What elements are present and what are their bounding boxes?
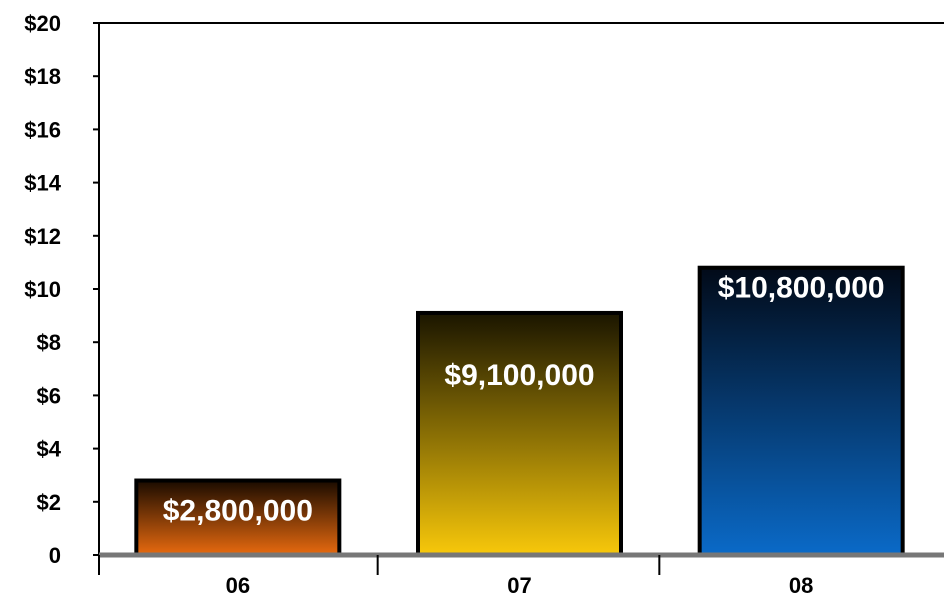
y-tick-label: $4 xyxy=(37,437,62,462)
y-tick-label: 0 xyxy=(49,543,61,568)
bar-07 xyxy=(416,310,623,557)
x-axis: 06 07 08 xyxy=(98,552,944,597)
y-tick-label: $2 xyxy=(37,490,61,515)
y-tick-label: $10 xyxy=(24,277,61,302)
y-tick-label: $6 xyxy=(37,383,61,408)
y-tick-label: $8 xyxy=(37,330,61,355)
bar-data-label: $2,800,000 xyxy=(163,495,313,528)
bars: $2,800,000 $9,100,000 $10,800,000 xyxy=(134,265,905,557)
x-tick-label: 08 xyxy=(789,573,813,597)
y-tick-label: $14 xyxy=(24,171,61,196)
y-tick-label: $20 xyxy=(24,11,61,36)
bar-data-label: $9,100,000 xyxy=(444,359,594,392)
bar-08 xyxy=(697,265,905,557)
y-tick-label: $18 xyxy=(24,64,61,89)
bar-data-label: $10,800,000 xyxy=(718,272,885,305)
y-tick-label: $16 xyxy=(24,117,61,142)
y-axis: 0 $2 $4 $6 $8 $10 $12 $14 $16 $18 $20 xyxy=(24,11,100,568)
y-tick-label: $12 xyxy=(24,224,61,249)
bar-06 xyxy=(134,478,342,557)
x-tick-label: 07 xyxy=(507,573,531,597)
x-tick-label: 06 xyxy=(226,573,250,597)
